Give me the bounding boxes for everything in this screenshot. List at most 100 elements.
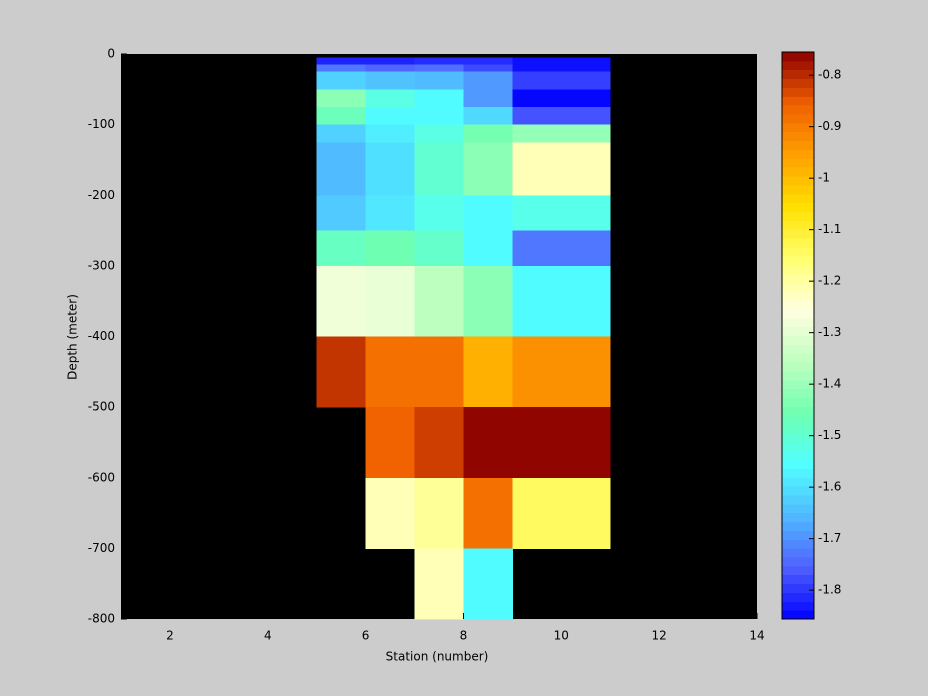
colorbar-band: [782, 96, 814, 106]
colorbar-band: [782, 441, 814, 452]
heatmap-cell: [414, 407, 464, 479]
y-tick-label: -800: [88, 612, 115, 626]
colorbar-tick-label: -1.6: [818, 480, 841, 494]
colorbar-band: [782, 140, 814, 150]
heatmap-cell: [316, 71, 367, 90]
colorbar-band: [782, 362, 814, 372]
colorbar-band: [782, 52, 814, 62]
heatmap-cell: [463, 407, 513, 479]
colorbar-tick-label: -1.8: [818, 583, 841, 597]
colorbar-tick-label: -1: [818, 171, 830, 185]
heatmap-cell: [463, 336, 513, 408]
colorbar-band: [782, 282, 814, 292]
y-tick-label: -700: [88, 541, 115, 555]
heatmap-cell: [512, 64, 562, 73]
heatmap-cell: [365, 106, 416, 126]
heatmap-cell: [561, 230, 611, 267]
colorbar-band: [782, 610, 814, 620]
colorbar-band: [782, 406, 814, 416]
heatmap-cell: [414, 548, 464, 620]
heatmap-cell: [414, 64, 464, 73]
y-tick-label: -500: [88, 400, 115, 414]
colorbar-band: [782, 255, 814, 266]
colorbar-band: [782, 459, 814, 469]
heatmap-cell: [316, 57, 367, 66]
colorbar-band: [782, 149, 814, 159]
colorbar-band: [782, 184, 814, 195]
colorbar-band: [782, 424, 814, 434]
colorbar-band: [782, 556, 814, 567]
colorbar-tick-label: -1.1: [818, 222, 841, 236]
colorbar-band: [782, 105, 814, 115]
colorbar-band: [782, 379, 814, 390]
heatmap-cell: [414, 71, 464, 90]
colorbar-band: [782, 202, 814, 212]
heatmap-cell: [463, 57, 513, 66]
colorbar-band: [782, 477, 814, 487]
heatmap-cell: [365, 159, 416, 196]
colorbar-band: [782, 114, 814, 124]
heatmap-cell: [512, 89, 562, 108]
heatmap-cell: [512, 124, 562, 143]
colorbar-frame: [781, 51, 815, 620]
y-tick-label: 0: [107, 47, 115, 61]
colorbar-band: [782, 344, 814, 354]
heatmap-cell: [316, 142, 367, 161]
heatmap-cell: [414, 477, 464, 549]
heatmap-cell: [512, 230, 562, 267]
heatmap-cell: [414, 57, 464, 66]
heatmap-cell: [561, 477, 611, 549]
heatmap-cell: [316, 195, 367, 232]
heatmap-cell: [512, 57, 562, 66]
heatmap-cell: [561, 71, 611, 90]
colorbar-band: [782, 131, 814, 142]
y-tick-label: -200: [88, 188, 115, 202]
colorbar-band: [782, 291, 814, 301]
heatmap-cell: [512, 71, 562, 90]
colorbar-tick-label: -0.8: [818, 68, 841, 82]
colorbar-band: [782, 193, 814, 204]
x-tick-label: 6: [362, 629, 370, 643]
heatmap-cell: [561, 124, 611, 143]
colorbar-band: [782, 211, 814, 221]
x-tick-label: 4: [264, 629, 272, 643]
heatmap-cell: [512, 106, 562, 126]
colorbar-band: [782, 238, 814, 248]
y-tick-label: -300: [88, 258, 115, 272]
colorbar-band: [782, 69, 814, 80]
heatmap-cell: [365, 265, 416, 337]
colorbar-band: [782, 317, 814, 328]
heatmap-cell: [316, 159, 367, 196]
colorbar-tick-label: -1.4: [818, 377, 841, 391]
x-tick-label: 14: [749, 629, 764, 643]
heatmap-cell: [365, 407, 416, 479]
heatmap-cell: [414, 195, 464, 232]
colorbar-band: [782, 246, 814, 257]
heatmap-cell: [512, 477, 562, 549]
colorbar-band: [782, 370, 814, 381]
heatmap-cell: [463, 265, 513, 337]
heatmap-cell: [365, 336, 416, 408]
heatmap-cell: [414, 106, 464, 126]
colorbar-band: [782, 158, 814, 168]
heatmap-cell: [365, 64, 416, 73]
colorbar-band: [782, 264, 814, 274]
heatmap-cell: [463, 477, 513, 549]
heatmap-cell: [316, 106, 367, 126]
heatmap-cell: [365, 230, 416, 267]
x-tick-label: 12: [652, 629, 667, 643]
heatmap-cell: [414, 124, 464, 143]
heatmap-cell: [463, 195, 513, 232]
heatmap-cell: [365, 477, 416, 549]
colorbar-band: [782, 167, 814, 177]
colorbar-band: [782, 432, 814, 443]
colorbar-band: [782, 397, 814, 407]
colorbar-band: [782, 353, 814, 363]
colorbar-band: [782, 565, 814, 576]
colorbar-tick-label: -1.3: [818, 325, 841, 339]
colorbar-band: [782, 512, 814, 523]
heatmap-cell: [316, 336, 367, 408]
heatmap-cell: [414, 336, 464, 408]
heatmap-cell: [316, 64, 367, 73]
